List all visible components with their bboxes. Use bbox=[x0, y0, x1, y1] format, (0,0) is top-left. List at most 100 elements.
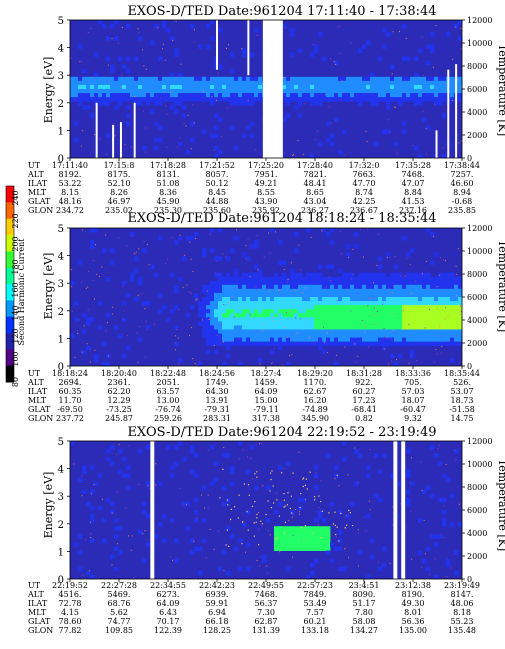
noise-dot bbox=[368, 500, 370, 502]
heatmap-cell bbox=[294, 288, 299, 294]
heatmap-cell bbox=[358, 317, 363, 322]
heatmap-cell bbox=[446, 317, 451, 322]
noise-dot bbox=[144, 308, 146, 310]
heatmap-cell bbox=[430, 260, 435, 265]
heatmap-cell bbox=[426, 228, 431, 233]
table-cell: 57.03 bbox=[402, 387, 425, 396]
noise-dot bbox=[282, 364, 284, 366]
heatmap-cell bbox=[414, 80, 419, 86]
heatmap-cell bbox=[434, 329, 439, 334]
heatmap-cell bbox=[102, 248, 107, 253]
heatmap-cell bbox=[418, 76, 423, 82]
noise-dot bbox=[299, 513, 301, 515]
heatmap-cell bbox=[110, 93, 115, 98]
table-row-label: ILAT bbox=[28, 179, 48, 188]
heatmap-cell bbox=[134, 80, 139, 86]
heatmap-cell bbox=[458, 276, 463, 282]
heatmap-cell bbox=[238, 76, 243, 82]
particle-dot bbox=[320, 537, 322, 539]
heatmap-cell bbox=[394, 309, 399, 314]
heatmap-cell bbox=[254, 240, 259, 245]
heatmap-cell bbox=[382, 562, 387, 568]
heatmap-cell bbox=[278, 538, 283, 543]
heatmap-cell bbox=[366, 292, 371, 298]
heatmap-cell bbox=[94, 76, 99, 82]
heatmap-cell bbox=[250, 329, 255, 334]
heatmap-cell bbox=[442, 84, 447, 90]
heatmap-cell bbox=[378, 272, 383, 278]
noise-dot bbox=[229, 520, 231, 522]
heatmap-cell bbox=[90, 80, 95, 86]
heatmap-cell bbox=[82, 80, 87, 86]
noise-dot bbox=[81, 61, 83, 63]
heatmap-cell bbox=[278, 345, 283, 351]
heatmap-cell bbox=[334, 325, 339, 330]
heatmap-cell bbox=[394, 80, 399, 86]
heatmap-cell bbox=[242, 297, 247, 302]
heatmap-cell bbox=[198, 309, 203, 314]
noise-dot bbox=[283, 152, 285, 154]
heatmap-cell bbox=[82, 465, 87, 470]
heatmap-cell bbox=[202, 248, 207, 253]
heatmap-cell bbox=[346, 276, 351, 282]
heatmap-cell bbox=[210, 80, 215, 86]
heatmap-cell bbox=[214, 477, 219, 482]
heatmap-cell bbox=[442, 301, 447, 306]
heatmap-cell bbox=[390, 305, 395, 310]
heatmap-cell bbox=[266, 301, 271, 306]
heatmap-cell bbox=[326, 325, 331, 330]
heatmap-cell bbox=[362, 80, 367, 86]
heatmap-cell bbox=[106, 101, 111, 106]
heatmap-cell bbox=[422, 309, 427, 314]
heatmap-cell bbox=[326, 284, 331, 290]
heatmap-cell bbox=[326, 337, 331, 343]
heatmap-cell bbox=[394, 264, 399, 269]
noise-dot bbox=[217, 73, 219, 75]
heatmap-cell bbox=[302, 542, 307, 547]
noise-dot bbox=[460, 140, 462, 142]
heatmap-cell bbox=[274, 526, 279, 531]
heatmap-cell bbox=[182, 76, 187, 82]
heatmap-cell bbox=[378, 280, 383, 286]
heatmap-cell bbox=[350, 325, 355, 330]
heatmap-cell bbox=[166, 445, 171, 450]
heatmap-cell bbox=[118, 97, 123, 102]
noise-dot bbox=[406, 258, 408, 260]
heatmap-cell bbox=[154, 137, 159, 143]
heatmap-cell bbox=[202, 97, 207, 102]
heatmap-cell bbox=[242, 89, 247, 94]
table-cell: 45.90 bbox=[157, 197, 180, 206]
heatmap-cell bbox=[238, 341, 243, 347]
heatmap-cell bbox=[446, 329, 451, 334]
noise-dot bbox=[458, 248, 460, 250]
heatmap-cell bbox=[154, 272, 159, 278]
heatmap-cell bbox=[350, 501, 355, 507]
heatmap-cell bbox=[362, 97, 367, 102]
heatmap-cell bbox=[374, 101, 379, 106]
noise-dot bbox=[190, 293, 192, 295]
heatmap-cell bbox=[370, 276, 375, 282]
heatmap-cell bbox=[394, 292, 399, 298]
heatmap-cell bbox=[222, 309, 227, 314]
heatmap-cell bbox=[210, 297, 215, 302]
heatmap-cell bbox=[334, 546, 339, 551]
noise-dot bbox=[111, 564, 113, 566]
heatmap-cell bbox=[298, 530, 303, 535]
heatmap-cell bbox=[262, 329, 267, 334]
heatmap-cell bbox=[366, 280, 371, 286]
heatmap-cell bbox=[438, 325, 443, 330]
particle-dot bbox=[309, 471, 311, 473]
y2-tick-label: 2000 bbox=[467, 131, 487, 140]
heatmap-cell bbox=[238, 441, 243, 446]
heatmap-cell bbox=[414, 272, 419, 278]
heatmap-cell bbox=[354, 309, 359, 314]
heatmap-cell bbox=[218, 341, 223, 347]
heatmap-cell bbox=[318, 97, 323, 102]
heatmap-cell bbox=[234, 76, 239, 82]
heatmap-cell bbox=[314, 301, 319, 306]
heatmap-cell bbox=[94, 93, 99, 98]
heatmap-cell bbox=[242, 301, 247, 306]
heatmap-cell bbox=[274, 276, 279, 282]
heatmap-cell bbox=[86, 105, 91, 110]
heatmap-cell bbox=[358, 284, 363, 290]
